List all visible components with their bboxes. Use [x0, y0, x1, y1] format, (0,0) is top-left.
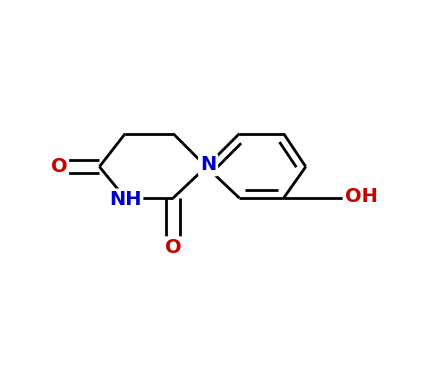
Text: O: O: [165, 238, 181, 257]
Text: N: N: [200, 155, 216, 174]
Text: O: O: [50, 157, 67, 176]
Text: NH: NH: [109, 190, 141, 209]
Text: OH: OH: [345, 187, 377, 206]
